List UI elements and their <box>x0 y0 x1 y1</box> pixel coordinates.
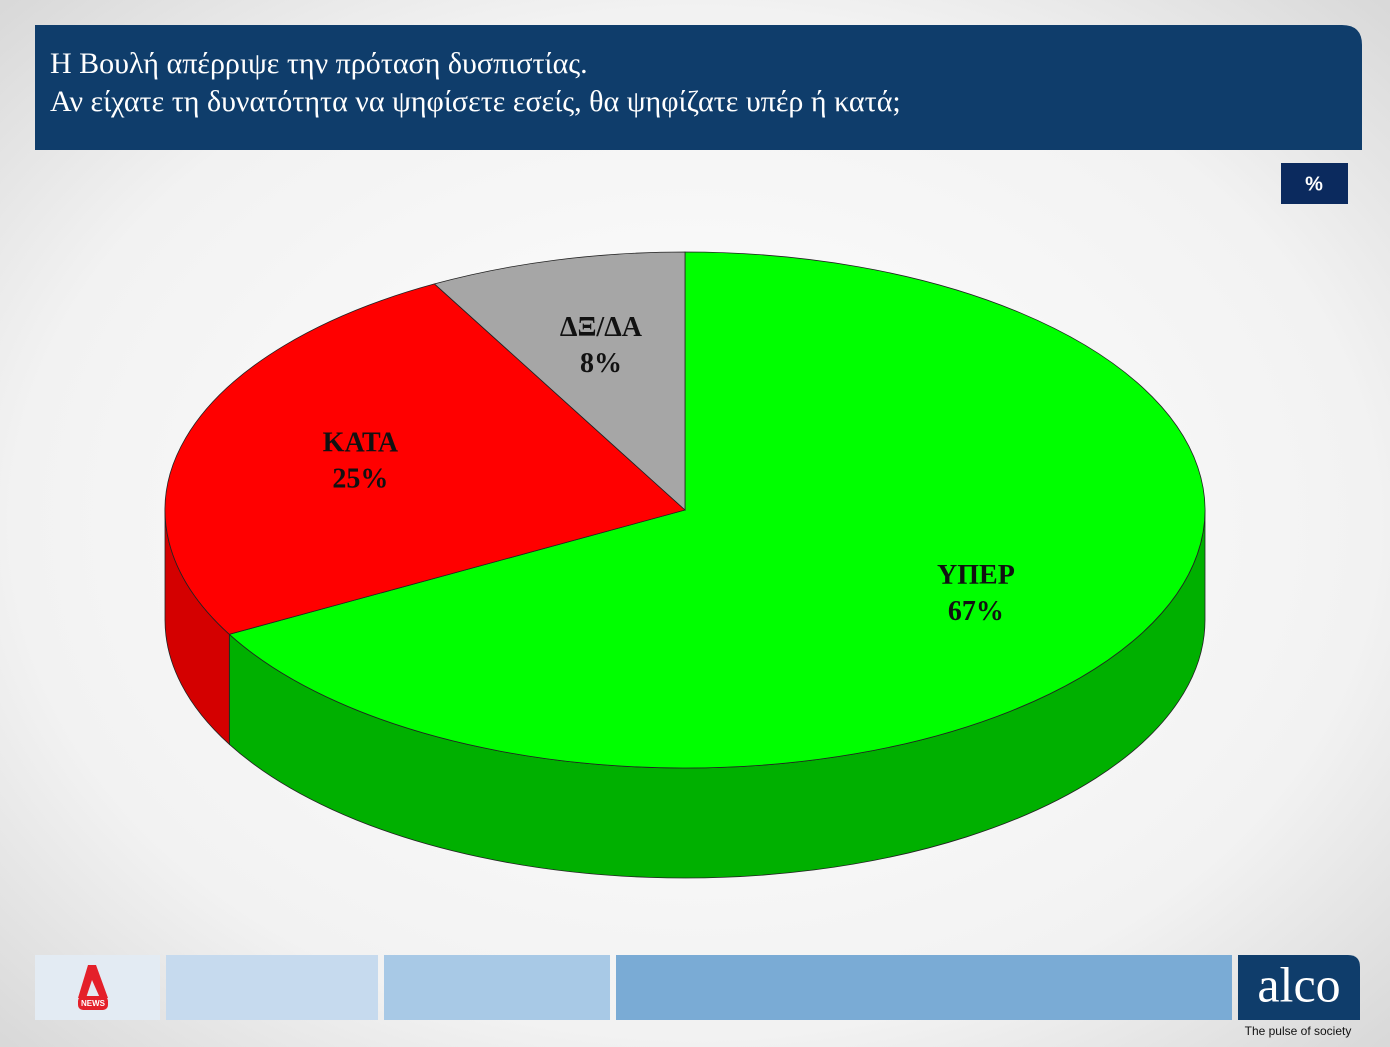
slice-value-label: 25% <box>332 464 388 495</box>
unit-label: % <box>1305 173 1323 195</box>
unit-box <box>1281 163 1348 204</box>
slice-category: ΥΠΕΡ <box>937 560 1015 591</box>
news-label: NEWS <box>81 999 106 1008</box>
slice <box>228 251 1206 769</box>
slice-value-label: 8% <box>580 348 622 379</box>
pie: ΥΠΕΡ 67% ΚΑΤΑ 25% ΔΞ/ΔΑ 8% <box>164 251 1206 879</box>
title-line: Αν είχατε τη δυνατότητα να ψηφίσετε εσεί… <box>50 85 901 118</box>
slice <box>164 283 686 635</box>
title-bar <box>35 25 1362 150</box>
footer-box <box>616 955 1232 1020</box>
footer-box <box>384 955 610 1020</box>
slice-category: ΚΑΤΑ <box>323 428 399 459</box>
slice <box>433 251 686 511</box>
brand: alco <box>1257 956 1340 1012</box>
news-logo <box>78 965 108 998</box>
brand-box <box>1238 955 1360 1020</box>
title-line: Η Βουλή απέρριψε την πρόταση δυσπιστίας. <box>50 47 588 80</box>
slice-category: ΔΞ/ΔΑ <box>560 312 643 343</box>
slice-value-label: 67% <box>948 596 1004 627</box>
tagline: The pulse of society <box>1245 1024 1352 1038</box>
news-logo-base <box>78 996 108 1010</box>
footer-box <box>166 955 378 1020</box>
